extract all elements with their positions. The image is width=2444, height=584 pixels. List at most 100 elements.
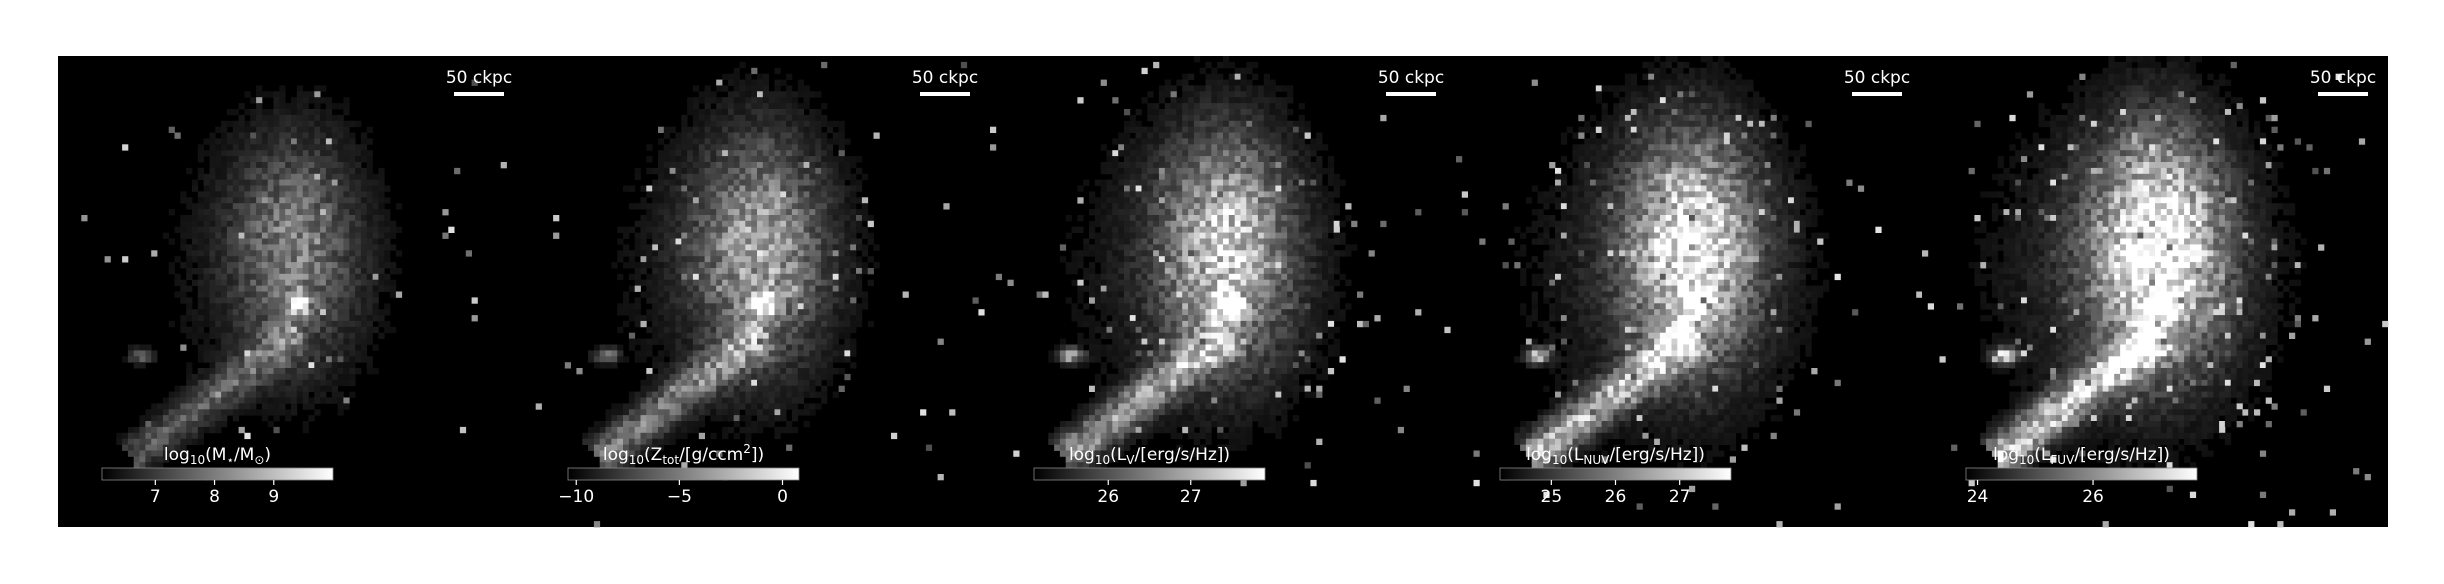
pixel: [722, 85, 729, 92]
pixel: [343, 232, 350, 239]
pixel: [716, 403, 723, 410]
pixel: [238, 332, 245, 339]
pixel: [605, 462, 612, 469]
colorbar-tick-label: 0: [777, 487, 788, 507]
pixel: [337, 244, 344, 251]
pixel: [308, 303, 315, 310]
pixel: [704, 191, 711, 198]
pixel: [203, 320, 210, 328]
pixel: [733, 285, 740, 292]
pixel: [226, 262, 234, 269]
pixel: [209, 144, 216, 151]
pixel: [302, 167, 309, 175]
pixel: [122, 256, 129, 263]
pixel: [663, 368, 670, 375]
pixel: [675, 244, 682, 251]
pixel: [203, 385, 210, 392]
pixel: [826, 203, 834, 210]
pixel: [1112, 156, 1119, 163]
pixel: [739, 167, 746, 175]
pixel: [244, 397, 251, 404]
pixel: [238, 209, 245, 216]
pixel: [291, 167, 298, 175]
pixel: [302, 226, 309, 233]
pixel: [203, 397, 210, 404]
pixel: [1100, 144, 1107, 151]
pixel: [704, 126, 711, 133]
pixel: [1170, 132, 1177, 139]
pixel: [652, 215, 659, 222]
pixel: [809, 109, 816, 116]
pixel: [762, 309, 769, 316]
pixel: [244, 109, 251, 116]
pixel: [1228, 226, 1235, 233]
pixel: [226, 403, 234, 410]
pixel: [1182, 156, 1189, 163]
pixel: [832, 197, 839, 204]
pixel: [250, 350, 257, 357]
pixel: [197, 167, 204, 175]
pixel: [692, 126, 700, 133]
pixel: [786, 403, 793, 410]
pixel: [1316, 209, 1323, 216]
pixel: [687, 415, 694, 422]
pixel: [337, 167, 344, 175]
pixel: [675, 262, 682, 269]
pixel: [162, 403, 170, 410]
pixel: [203, 197, 210, 204]
pixel: [727, 297, 735, 304]
pixel: [1205, 79, 1212, 86]
pixel: [308, 138, 315, 145]
pixel: [1211, 220, 1218, 228]
pixel: [716, 185, 723, 192]
pixel: [1252, 132, 1259, 139]
pixel: [611, 432, 618, 440]
pixel: [325, 250, 333, 257]
pixel: [1252, 173, 1259, 181]
pixel: [1124, 173, 1131, 181]
pixel: [355, 173, 362, 181]
pixel: [1252, 156, 1259, 163]
pixel: [791, 385, 799, 392]
pixel: [285, 326, 292, 334]
pixel: [1234, 209, 1241, 216]
pixel: [314, 114, 321, 122]
pixel: [826, 379, 834, 387]
pixel: [809, 250, 816, 257]
pixel: [722, 403, 729, 410]
pixel: [256, 173, 263, 181]
pixel: [739, 379, 746, 387]
pixel: [675, 426, 682, 434]
pixel: [646, 144, 653, 151]
pixel: [780, 191, 787, 198]
pixel: [267, 226, 274, 233]
pixel: [1176, 220, 1183, 228]
pixel: [1252, 73, 1259, 80]
pixel: [762, 315, 769, 322]
pixel: [780, 179, 787, 186]
pixel: [366, 326, 373, 334]
pixel: [256, 297, 263, 304]
pixel: [821, 297, 828, 304]
pixel: [331, 303, 338, 310]
pixel: [209, 285, 216, 292]
pixel: [809, 332, 816, 339]
pixel: [355, 226, 362, 233]
pixel: [681, 362, 688, 369]
pixel: [261, 320, 269, 328]
pixel: [302, 285, 309, 292]
pixel: [273, 226, 280, 233]
pixel: [331, 232, 338, 239]
pixel: [1205, 215, 1212, 222]
pixel: [704, 262, 711, 269]
pixel: [745, 362, 752, 369]
pixel: [1327, 162, 1335, 169]
pixel: [832, 320, 839, 328]
pixel: [762, 79, 769, 86]
pixel: [180, 385, 187, 392]
pixel: [652, 279, 659, 286]
pixel: [716, 303, 723, 310]
pixel: [768, 114, 775, 122]
pixel: [797, 109, 804, 116]
pixel: [669, 415, 676, 422]
